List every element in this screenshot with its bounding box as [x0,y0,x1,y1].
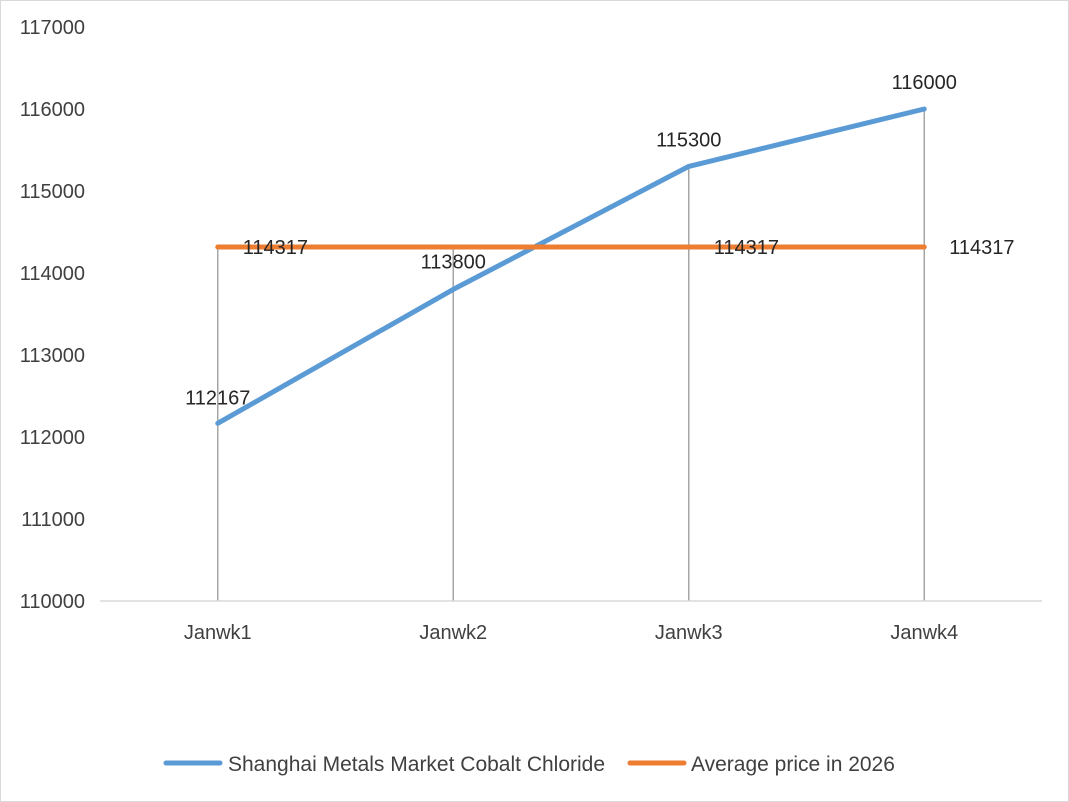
data-label-series-1: 116000 [892,72,957,94]
y-tick-label: 117000 [20,17,85,39]
x-tick-label: Janwk4 [890,622,958,644]
data-label-series-2: 114317 [949,237,1014,259]
x-tick-label: Janwk3 [655,622,723,644]
x-tick-label: Janwk2 [419,622,487,644]
y-tick-label: 115000 [20,181,85,203]
legend-label-1: Shanghai Metals Market Cobalt Chloride [228,753,605,776]
data-label-series-1: 115300 [656,129,721,151]
y-axis-tick-labels: 110000 111000 112000 113000 114000 115000 1160… [20,17,85,613]
legend-label-2: Average price in 2026 [691,753,895,776]
y-tick-label: 112000 [20,427,85,449]
drop-lines [217,109,925,601]
series-lines [215,106,927,426]
y-tick-label: 113000 [20,345,85,367]
y-tick-label: 114000 [20,263,85,285]
data-label-series-2: 114317 [243,237,308,259]
x-tick-label: Janwk1 [184,622,252,644]
data-labels: 112167 113800 115300 116000 114317 114317 1143… [185,72,1014,409]
y-tick-label: 116000 [20,99,85,121]
y-tick-label: 111000 [21,509,85,531]
x-axis-tick-labels: Janwk1 Janwk2 Janwk3 Janwk4 [184,622,958,644]
series-line-1 [215,106,927,426]
data-label-series-2: 114317 [714,237,779,259]
y-tick-label: 110000 [20,591,85,613]
data-label-series-1: 112167 [185,387,250,409]
data-label-series-1: 113800 [421,251,486,273]
legend: Shanghai Metals Market Cobalt Chloride Av… [163,753,895,776]
